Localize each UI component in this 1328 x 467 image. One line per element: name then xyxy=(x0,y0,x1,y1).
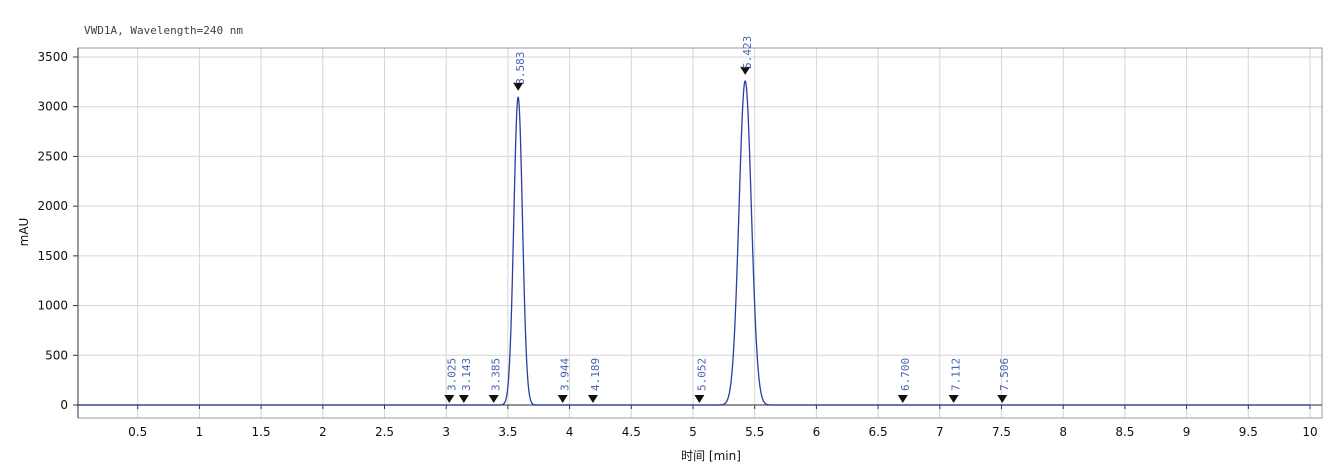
grid-layer xyxy=(78,48,1322,418)
chart-title: VWD1A, Wavelength=240 nm xyxy=(84,24,243,37)
peak-marker xyxy=(587,395,598,403)
x-tick-label: 1.5 xyxy=(252,425,271,439)
peak-marker xyxy=(557,395,568,403)
x-tick-label: 3.5 xyxy=(498,425,517,439)
signal-trace xyxy=(76,80,1310,406)
signal-layer xyxy=(76,80,1310,406)
x-tick-label: 0.5 xyxy=(128,425,147,439)
x-tick-label: 5 xyxy=(689,425,697,439)
x-tick-label: 2 xyxy=(319,425,327,439)
y-tick-label: 1500 xyxy=(37,249,68,263)
peak-markers: 3.025 3.143 3.385 3.583 3.944 4.189 5.052 5.423… xyxy=(444,36,1011,403)
x-tick-label: 8 xyxy=(1059,425,1067,439)
x-tick-label: 2.5 xyxy=(375,425,394,439)
x-tick-label: 5.5 xyxy=(745,425,764,439)
y-axis-label: mAU xyxy=(17,218,31,247)
y-tick-label: 3000 xyxy=(37,100,68,114)
x-tick-label: 4.5 xyxy=(622,425,641,439)
x-tick-label: 6 xyxy=(813,425,821,439)
peak-rt-label: 3.583 xyxy=(514,52,527,85)
peak-marker xyxy=(444,395,455,403)
x-tick-label: 7.5 xyxy=(992,425,1011,439)
y-tick-label: 1000 xyxy=(37,299,68,313)
y-tick-label: 0 xyxy=(60,398,68,412)
peak-marker xyxy=(740,66,751,75)
x-tick-label: 3 xyxy=(442,425,450,439)
x-tick-label: 9.5 xyxy=(1239,425,1258,439)
peak-rt-label: 3.025 xyxy=(445,358,458,391)
peak-marker xyxy=(513,82,524,91)
x-tick-label: 7 xyxy=(936,425,944,439)
peak-rt-label: 4.189 xyxy=(589,358,602,391)
peak-rt-label: 5.423 xyxy=(741,36,754,69)
peak-rt-label: 3.143 xyxy=(460,358,473,391)
peak-marker xyxy=(897,395,908,403)
y-tick-label: 2500 xyxy=(37,149,68,163)
peak-rt-label: 7.506 xyxy=(998,358,1011,391)
peak-rt-label: 5.052 xyxy=(695,358,708,391)
peak-marker xyxy=(997,395,1008,403)
peak-rt-label: 3.385 xyxy=(490,358,503,391)
peak-marker xyxy=(948,395,959,403)
x-tick-label: 9 xyxy=(1183,425,1191,439)
x-tick-label: 10 xyxy=(1302,425,1317,439)
peak-rt-label: 3.944 xyxy=(559,358,572,391)
y-tick-label: 500 xyxy=(45,348,68,362)
x-tick-label: 4 xyxy=(566,425,574,439)
y-tick-label: 3500 xyxy=(37,50,68,64)
peak-marker xyxy=(694,395,705,403)
peak-rt-label: 6.700 xyxy=(899,358,912,391)
x-tick-label: 8.5 xyxy=(1115,425,1134,439)
y-tick-label: 2000 xyxy=(37,199,68,213)
peak-rt-label: 7.112 xyxy=(950,358,963,391)
x-axis-label: 时间 [min] xyxy=(681,449,741,463)
x-tick-label: 1 xyxy=(196,425,204,439)
peak-marker xyxy=(458,395,469,403)
peak-marker xyxy=(488,395,499,403)
x-tick-label: 6.5 xyxy=(869,425,888,439)
